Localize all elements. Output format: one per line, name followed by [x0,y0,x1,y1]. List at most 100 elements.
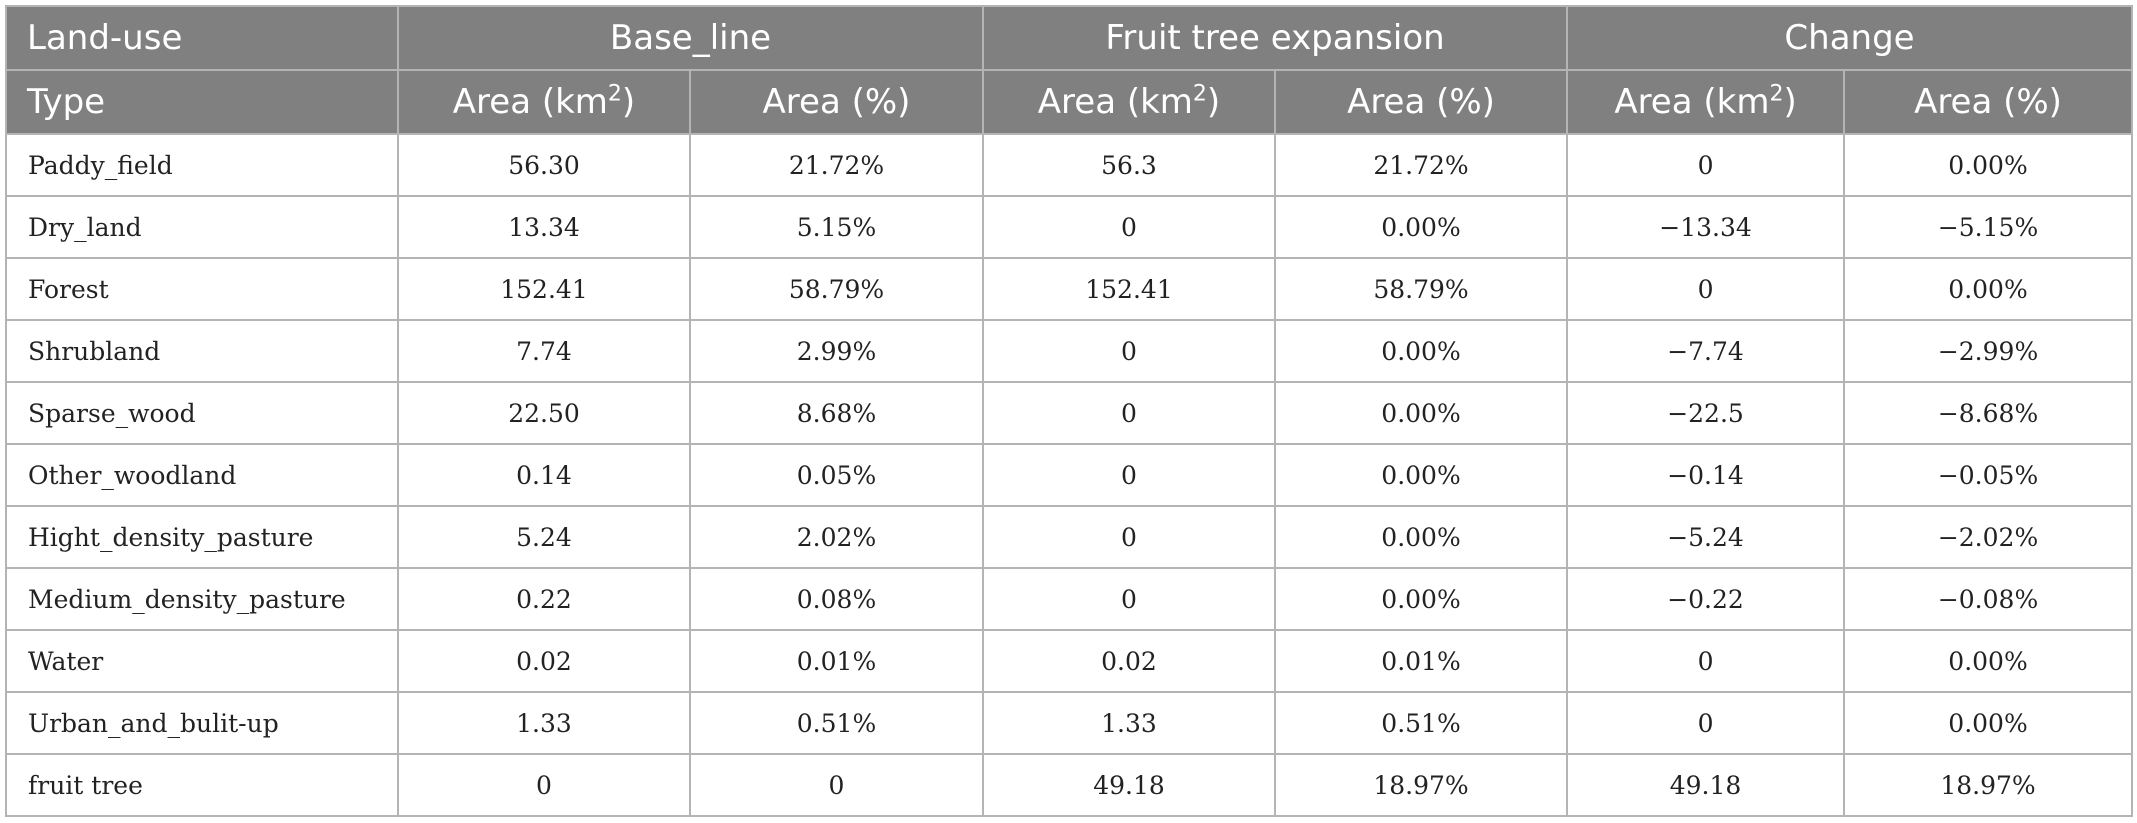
cell-type: Medium_density_pasture [5,567,399,631]
cell-base-pct: 58.79% [689,257,984,321]
cell-base-pct: 2.02% [689,505,984,569]
table-body: Paddy_field 56.30 21.72% 56.3 21.72% 0 0… [5,133,2134,817]
cell-fruit-pct: 0.01% [1273,629,1569,693]
table-row: Sparse_wood 22.50 8.68% 0 0.00% −22.5 −8… [5,381,2134,445]
cell-change-km2: −0.22 [1566,567,1846,631]
cell-base-pct: 2.99% [689,319,984,383]
cell-change-pct: 0.00% [1843,257,2134,321]
cell-fruit-km2: 0 [982,381,1276,445]
table-row: Shrubland 7.74 2.99% 0 0.00% −7.74 −2.99… [5,319,2134,383]
area-km-sup: 2 [1192,81,1207,107]
cell-base-pct: 0.01% [689,629,984,693]
table-row: Dry_land 13.34 5.15% 0 0.00% −13.34 −5.1… [5,195,2134,259]
cell-base-pct: 5.15% [689,195,984,259]
cell-base-km2: 56.30 [397,133,691,197]
cell-change-km2: 0 [1566,133,1846,197]
cell-change-km2: 49.18 [1566,753,1846,817]
cell-change-pct: −2.02% [1843,505,2134,569]
cell-base-km2: 22.50 [397,381,691,445]
cell-change-pct: −5.15% [1843,195,2134,259]
cell-change-pct: 0.00% [1843,691,2134,755]
cell-fruit-pct: 18.97% [1273,753,1569,817]
cell-base-km2: 0.22 [397,567,691,631]
table-row: Paddy_field 56.30 21.72% 56.3 21.72% 0 0… [5,133,2134,197]
table-row: Urban_and_bulit-up 1.33 0.51% 1.33 0.51%… [5,691,2134,755]
cell-fruit-pct: 0.00% [1273,195,1569,259]
area-km-suffix: ) [1783,82,1797,122]
cell-base-pct: 0.08% [689,567,984,631]
header-base-line: Base_line [397,5,984,71]
cell-change-pct: 0.00% [1843,629,2134,693]
cell-type: fruit tree [5,753,399,817]
cell-change-km2: 0 [1566,257,1846,321]
cell-fruit-km2: 0 [982,319,1276,383]
cell-fruit-km2: 1.33 [982,691,1276,755]
cell-base-km2: 1.33 [397,691,691,755]
cell-type: Forest [5,257,399,321]
cell-type: Hight_density_pasture [5,505,399,569]
cell-change-km2: −0.14 [1566,443,1846,507]
header-change-area-km2: Area (km2) [1566,69,1846,135]
cell-type: Water [5,629,399,693]
cell-base-pct: 0.51% [689,691,984,755]
header-fruit-area-pct: Area (%) [1273,69,1569,135]
cell-change-km2: −13.34 [1566,195,1846,259]
table-row: Hight_density_pasture 5.24 2.02% 0 0.00%… [5,505,2134,569]
table-header: Land-use Base_line Fruit tree expansion … [5,5,2134,135]
header-change-area-pct: Area (%) [1843,69,2134,135]
cell-type: Other_woodland [5,443,399,507]
table-row: Forest 152.41 58.79% 152.41 58.79% 0 0.0… [5,257,2134,321]
cell-base-km2: 152.41 [397,257,691,321]
area-km-suffix: ) [621,82,636,122]
cell-base-km2: 7.74 [397,319,691,383]
cell-base-km2: 0.02 [397,629,691,693]
cell-base-km2: 5.24 [397,505,691,569]
table-row: Medium_density_pasture 0.22 0.08% 0 0.00… [5,567,2134,631]
cell-fruit-pct: 0.00% [1273,319,1569,383]
land-use-table-container: Land-use Base_line Fruit tree expansion … [5,5,2134,817]
area-km-suffix: ) [1206,82,1221,122]
cell-change-pct: 18.97% [1843,753,2134,817]
area-km-prefix: Area (km [452,82,608,122]
cell-base-pct: 0 [689,753,984,817]
header-base-area-pct: Area (%) [689,69,984,135]
cell-change-km2: −5.24 [1566,505,1846,569]
table-row: Other_woodland 0.14 0.05% 0 0.00% −0.14 … [5,443,2134,507]
header-base-area-km2: Area (km2) [397,69,691,135]
cell-change-pct: −8.68% [1843,381,2134,445]
group-header-row: Land-use Base_line Fruit tree expansion … [5,5,2134,71]
cell-change-km2: −22.5 [1566,381,1846,445]
table-row: Water 0.02 0.01% 0.02 0.01% 0 0.00% [5,629,2134,693]
cell-base-pct: 0.05% [689,443,984,507]
cell-fruit-km2: 152.41 [982,257,1276,321]
cell-base-km2: 0.14 [397,443,691,507]
cell-type: Dry_land [5,195,399,259]
cell-fruit-km2: 56.3 [982,133,1276,197]
header-fruit-tree-expansion: Fruit tree expansion [981,5,1569,71]
header-type: Type [5,69,399,135]
header-change: Change [1566,5,2134,71]
cell-type: Sparse_wood [5,381,399,445]
cell-fruit-km2: 0 [982,505,1276,569]
area-km-sup: 2 [1769,81,1784,107]
cell-type: Shrubland [5,319,399,383]
cell-change-pct: −2.99% [1843,319,2134,383]
cell-change-km2: 0 [1566,629,1846,693]
cell-base-km2: 0 [397,753,691,817]
header-land-use: Land-use [5,5,399,71]
table-row: fruit tree 0 0 49.18 18.97% 49.18 18.97% [5,753,2134,817]
cell-type: Urban_and_bulit-up [5,691,399,755]
area-km-sup: 2 [607,81,622,107]
cell-fruit-pct: 0.00% [1273,505,1569,569]
area-km-prefix: Area (km [1037,82,1193,122]
cell-fruit-km2: 0 [982,443,1276,507]
cell-change-km2: 0 [1566,691,1846,755]
land-use-table: Land-use Base_line Fruit tree expansion … [5,5,2134,817]
cell-base-km2: 13.34 [397,195,691,259]
cell-fruit-km2: 0 [982,567,1276,631]
cell-change-pct: −0.05% [1843,443,2134,507]
cell-fruit-km2: 0.02 [982,629,1276,693]
cell-base-pct: 8.68% [689,381,984,445]
area-km-prefix: Area (km [1614,82,1770,122]
cell-type: Paddy_field [5,133,399,197]
